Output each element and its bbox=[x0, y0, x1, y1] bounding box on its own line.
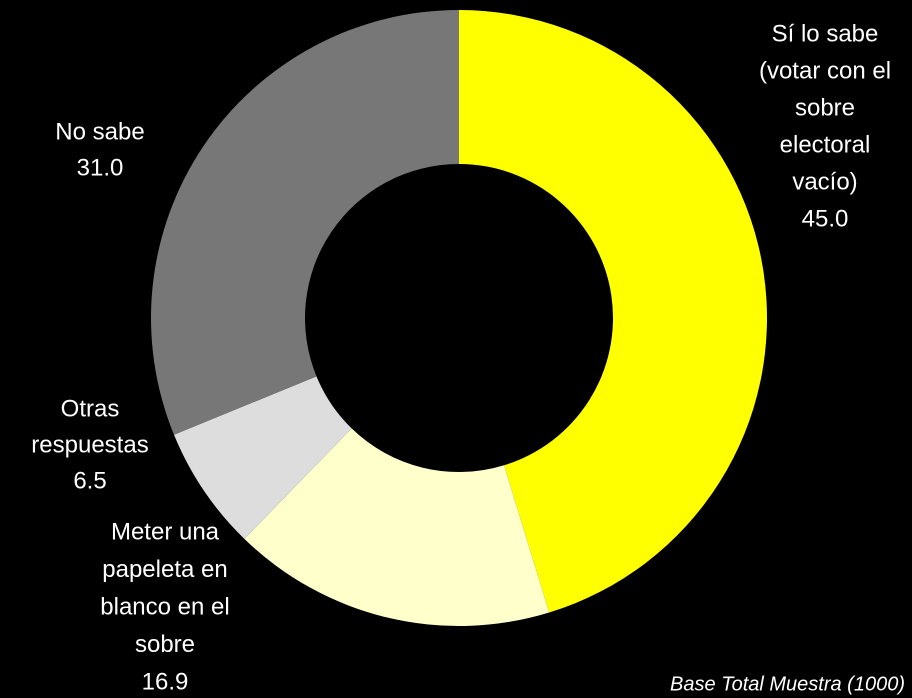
slice-label: electoral bbox=[780, 131, 871, 158]
value-label: 16.9 bbox=[142, 668, 189, 695]
slice-label: vacío) bbox=[792, 168, 857, 195]
value-label: 31.0 bbox=[77, 154, 124, 181]
slice-label: No sabe bbox=[55, 118, 144, 145]
slice-label: Meter una bbox=[111, 518, 220, 545]
slice-label: blanco en el bbox=[100, 593, 229, 620]
value-label: 6.5 bbox=[73, 467, 106, 494]
footnote: Base Total Muestra (1000) bbox=[670, 673, 905, 695]
slice-label: (votar con el bbox=[759, 57, 891, 84]
donut-slice bbox=[459, 10, 768, 613]
value-label: 45.0 bbox=[802, 205, 849, 232]
slice-label: respuestas bbox=[31, 431, 148, 458]
slice-label: sobre bbox=[795, 94, 855, 121]
slice-label: sobre bbox=[135, 631, 195, 658]
donut-slice bbox=[244, 428, 550, 627]
slice-label: papeleta en bbox=[102, 556, 227, 583]
donut-slice bbox=[150, 10, 459, 435]
donut-slice bbox=[173, 376, 352, 539]
slice-label: Sí lo sabe bbox=[772, 20, 879, 47]
slice-label: Otras bbox=[61, 395, 120, 422]
